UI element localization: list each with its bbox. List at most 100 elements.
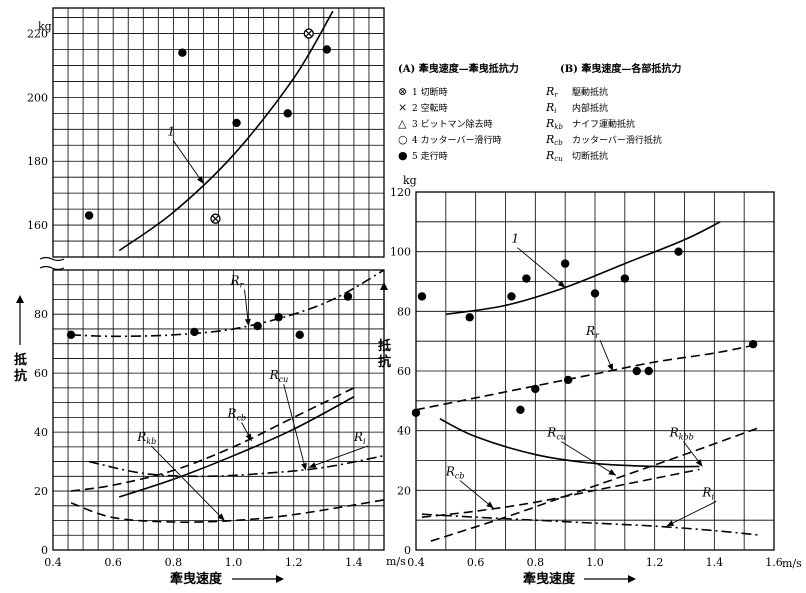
panel-a-x-unit: m/s [386, 555, 406, 568]
legend-marker-symbol: × [398, 101, 407, 114]
curve-Rcb [70, 387, 355, 492]
x-tick-label: 1.6 [765, 556, 783, 569]
data-point [563, 375, 573, 385]
leader-arrow [517, 247, 566, 288]
legend-component-label: 内部抵抗 [572, 102, 608, 114]
panel-b: 0.4 0.6 0.8 1.0 1.2 1.4 1.6 0 20 40 60 80 100 120 1 Rr… [378, 174, 802, 587]
panel-b-x-arrow [584, 575, 636, 583]
data-point-crossed [210, 213, 221, 224]
x-tick-label: 1.0 [586, 556, 604, 569]
data-point [178, 48, 187, 57]
x-tick-label: 0.6 [467, 556, 485, 569]
data-point [253, 321, 262, 331]
data-point [674, 247, 683, 256]
leader-arrow [172, 140, 204, 184]
curve-label: 1 [511, 232, 519, 246]
y-tick-label: 80 [34, 308, 48, 321]
x-tick-label: 0.8 [527, 556, 545, 569]
panel-a-points [66, 28, 353, 340]
curve-label: 1 [167, 125, 175, 139]
y-tick-label: 60 [34, 367, 48, 380]
legend-header-a: (A) 牽曳速度—牽曳抵抗力 [398, 62, 519, 75]
legend-marker-symbol: ⊗ [398, 85, 407, 98]
legend-component-label: カッターバー滑行抵抗 [572, 134, 662, 146]
x-tick-label: 1.4 [345, 556, 363, 569]
y-tick-label: 120 [390, 186, 411, 199]
data-point [531, 384, 540, 394]
y-tick-label: 20 [397, 484, 411, 497]
panel-b-curves [415, 221, 760, 542]
y-tick-label: 80 [397, 305, 411, 318]
data-point [322, 45, 332, 54]
data-point [748, 339, 758, 349]
panel-a-tick-labels: 0.4 0.6 0.8 1.0 1.2 1.4 160 180 200 220 0 20 40 60 80 [27, 28, 363, 569]
y-tick-label: 200 [27, 91, 48, 104]
panel-a-y-unit: kg [38, 20, 52, 33]
legend-component-symbol: Rcb [545, 133, 563, 147]
curve-label: Rcb [445, 464, 465, 480]
curve-label: Rcu [546, 426, 566, 442]
data-point [590, 289, 600, 298]
curve-label: Rcu [269, 368, 289, 384]
legend-marker-symbol: △ [398, 117, 407, 130]
data-point [507, 292, 516, 301]
leader-arrow [150, 445, 225, 521]
legend-component-label: ナイフ運動抵抗 [572, 118, 635, 130]
arrow-head [557, 280, 566, 288]
x-tick-label: 0.4 [44, 556, 62, 569]
y-tick-label: 0 [404, 544, 411, 557]
data-point-crossed [303, 28, 314, 39]
legend-marker-entry: × 2 空転時 [398, 101, 448, 114]
data-point [190, 327, 199, 337]
arrow-head [486, 501, 494, 509]
x-tick-label: 1.0 [225, 556, 243, 569]
arrow-head [607, 363, 613, 371]
data-point [274, 312, 283, 322]
panel-a-y-axis-label: 抵抗 [14, 295, 27, 384]
panel-b-curve-labels: 1 Rr Rcu Rkbb Rcb Ri [445, 232, 717, 527]
data-point [516, 405, 525, 414]
curve-label: Rkbb [669, 426, 694, 442]
legend-component-entry: Rr 駆動抵抗 [545, 85, 608, 99]
arrow-head [217, 513, 225, 521]
arrow-head [308, 462, 317, 468]
curve-label: Rr [585, 324, 600, 340]
arrow-head [608, 469, 616, 476]
legend-marker-entry: ● 5 走行時 [398, 149, 448, 162]
curve-Rkbb [430, 426, 760, 542]
panel-b-grid [416, 192, 774, 550]
data-point [343, 292, 353, 301]
panel-a-x-arrow [232, 575, 284, 583]
leader-arrow [459, 480, 494, 509]
legend-component-label: 切断抵抗 [572, 150, 608, 162]
legend: (A) 牽曳速度—牽曳抵抗力 (B) 牽曳速度—各部抵抗力 ⊗ 1 切断時 × 2 空… [398, 62, 681, 163]
data-point [66, 330, 76, 340]
x-tick-label: 0.8 [165, 556, 183, 569]
legend-component-symbol: Rkb [545, 117, 564, 131]
curve-Ri [88, 454, 385, 478]
leader-arrow [283, 383, 307, 471]
leader-arrow [308, 445, 369, 468]
arrow-head [695, 459, 703, 467]
y-tick-label: 40 [397, 425, 411, 438]
arrow-head [244, 318, 251, 326]
x-tick-label: 1.4 [706, 556, 724, 569]
axis-break-mark [39, 265, 65, 271]
curve-label: Ri [353, 430, 366, 446]
data-point [465, 313, 474, 322]
panel-a-x-label: 牽曳速度 [170, 571, 223, 587]
curve-label: Rcb [227, 406, 247, 422]
panel-b-x-label: 牽曳速度 [523, 571, 576, 587]
x-tick-label: 0.6 [104, 556, 122, 569]
legend-marker-label: 3 ビットマン除去時 [412, 118, 493, 130]
data-point [560, 259, 570, 268]
data-point [283, 109, 292, 118]
arrow-head [666, 520, 675, 527]
legend-marker-entry: ⊗ 1 切断時 [398, 85, 448, 98]
x-tick-label: 1.2 [285, 556, 303, 569]
curve-1 [445, 221, 721, 316]
x-tick-label: 0.4 [407, 556, 425, 569]
panel-b-y-axis-label: 抵抗 [378, 282, 391, 370]
